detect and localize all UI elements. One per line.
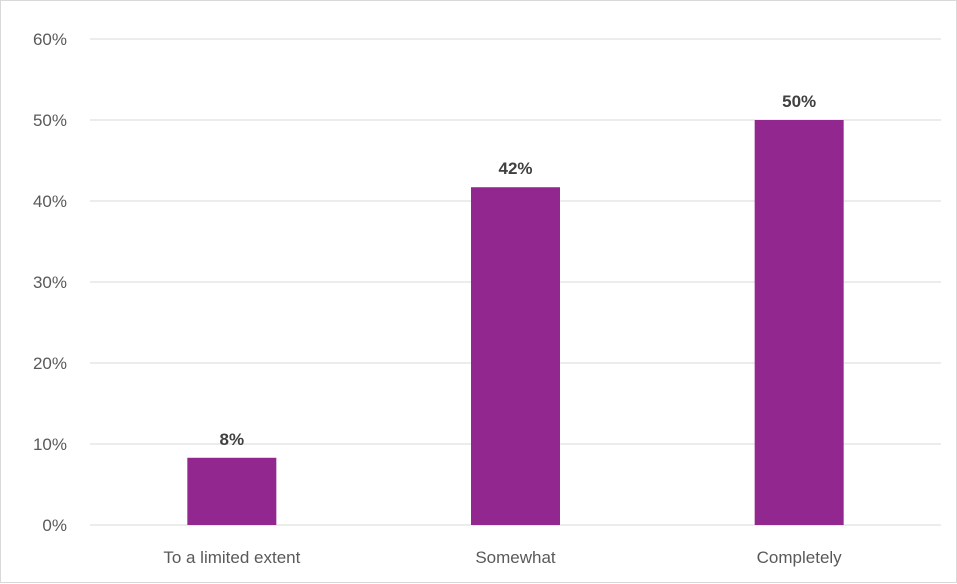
y-tick-label: 50% xyxy=(33,111,67,130)
y-tick-label: 10% xyxy=(33,435,67,454)
bar xyxy=(754,120,844,525)
y-tick-label: 40% xyxy=(33,192,67,211)
x-category-label: Somewhat xyxy=(475,548,556,567)
data-label: 42% xyxy=(498,159,532,178)
x-category-label: Completely xyxy=(757,548,843,567)
data-label: 8% xyxy=(220,430,245,449)
y-tick-label: 30% xyxy=(33,273,67,292)
data-label: 50% xyxy=(782,92,816,111)
bar xyxy=(471,187,560,526)
bar xyxy=(187,457,277,525)
y-tick-label: 0% xyxy=(42,516,67,535)
y-tick-label: 20% xyxy=(33,354,67,373)
x-category-label: To a limited extent xyxy=(163,548,300,567)
y-tick-label: 60% xyxy=(33,30,67,49)
